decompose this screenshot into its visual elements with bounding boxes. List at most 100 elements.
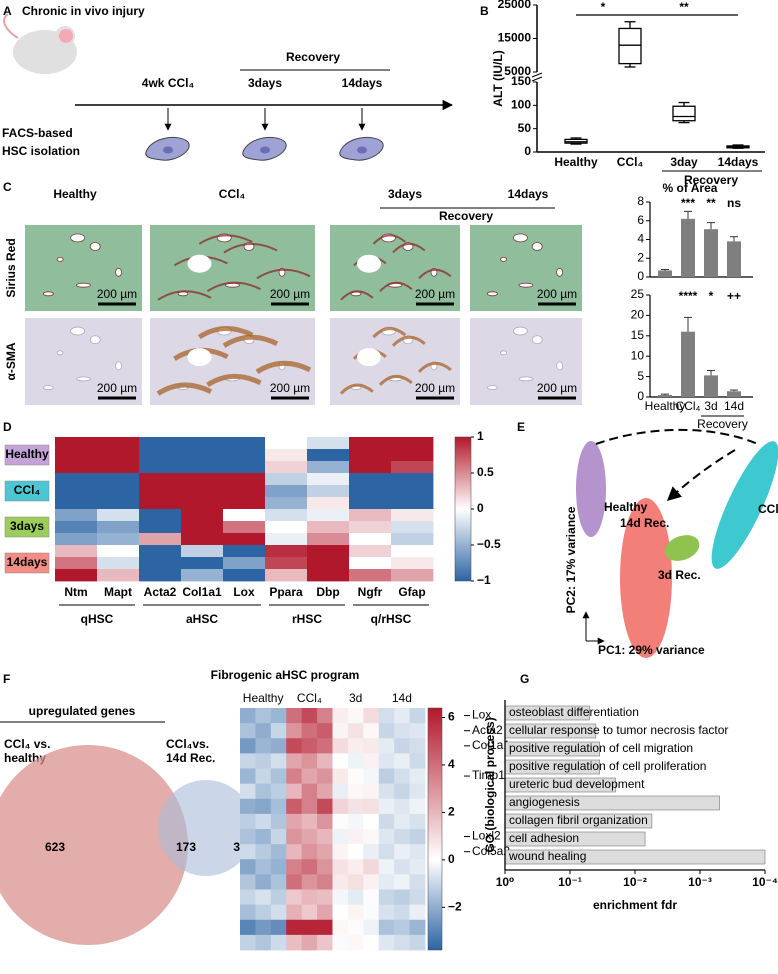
heatmap-cell	[240, 904, 256, 921]
heatmap-cell	[394, 708, 410, 724]
heatmap-cell	[409, 738, 426, 754]
timeline-label: Recovery	[286, 50, 340, 64]
heatmap-cell	[363, 723, 380, 739]
heatmap-cell	[391, 497, 434, 510]
venn-count: 173	[176, 840, 196, 854]
vessel	[531, 335, 543, 345]
heatmap-cell	[394, 813, 410, 830]
heatmap-cell	[332, 859, 349, 875]
cluster-label: Healthy	[604, 500, 648, 514]
significance: ++	[727, 289, 741, 303]
x-tick-label: 3day	[670, 155, 698, 169]
heatmap-cell	[240, 723, 256, 739]
vessel	[43, 385, 54, 391]
heatmap-cell	[378, 708, 395, 724]
heatmap-cell	[139, 497, 182, 510]
heatmap-cell	[349, 569, 392, 582]
heatmap-cell	[332, 829, 349, 845]
heatmap-cell	[270, 738, 287, 754]
heatmap-cell	[240, 753, 256, 769]
venn-set-label: CCl₄ vs.	[4, 737, 50, 751]
lumen	[187, 254, 212, 273]
vessel	[76, 376, 91, 382]
significance: **	[679, 0, 689, 14]
panel-letter: B	[480, 4, 489, 18]
bar-label: cell adhesion	[509, 831, 579, 845]
y-tick-label: 6	[637, 213, 644, 227]
heatmap-cell	[240, 813, 256, 830]
vessel	[556, 361, 563, 371]
heatmap-cell	[317, 859, 333, 875]
heatmap-cell	[255, 708, 272, 724]
heatmap-cell	[317, 768, 333, 785]
heatmap-cell	[363, 904, 380, 921]
heatmap-cell	[347, 723, 364, 739]
heatmap-cell	[409, 904, 426, 921]
panel-letter: E	[517, 420, 525, 434]
heatmap-cell	[332, 934, 349, 951]
vessel	[518, 376, 534, 382]
heatmap-cell	[349, 533, 392, 546]
vessel	[486, 291, 498, 297]
heatmap-cell	[363, 753, 380, 769]
y-tick-label: 15000	[498, 31, 532, 45]
timeline-label: 4wk CCl₄	[142, 76, 195, 90]
heatmap-cell	[223, 437, 266, 450]
column-label: Ppara	[269, 585, 303, 599]
row-group-label: Healthy	[5, 447, 49, 461]
heatmap-cell	[349, 545, 392, 558]
x-tick-label: 10⁻¹	[558, 875, 582, 889]
y-tick-label: 8	[637, 194, 644, 208]
heatmap-cell	[332, 874, 349, 890]
column-group-label: Healthy	[243, 691, 284, 705]
heatmap-cell	[347, 813, 364, 830]
heatmap-cell	[139, 545, 182, 558]
y-tick-label: 25000	[498, 0, 532, 11]
cluster-label: 14d Rec.	[620, 516, 669, 530]
y-tick-label: 2	[637, 250, 644, 264]
heatmap-cell	[97, 533, 140, 546]
vessel	[500, 256, 508, 262]
heatmap-cell	[307, 569, 350, 582]
significance: *	[601, 0, 606, 14]
heatmap-cell	[55, 509, 98, 522]
heatmap-cell	[391, 437, 434, 450]
heatmap-cell	[265, 545, 308, 558]
heatmap-cell	[181, 497, 224, 510]
heatmap-cell	[270, 829, 287, 845]
heatmap-cell	[181, 473, 224, 486]
heatmap-cell	[349, 473, 392, 486]
heatmap-cell	[307, 533, 350, 546]
heatmap-cell	[97, 437, 140, 450]
heatmap-cell	[286, 813, 303, 830]
y-tick-label: 10	[631, 348, 645, 362]
colorbar	[427, 707, 443, 951]
heatmap-cell	[307, 509, 350, 522]
heatmap-cell	[394, 934, 410, 951]
heatmap-cell	[347, 783, 364, 800]
heatmap-cell	[347, 889, 364, 906]
heatmap-cell	[301, 934, 318, 951]
axis-label: PC1: 29% variance	[598, 643, 705, 657]
bar	[704, 229, 718, 277]
heatmap-cell	[391, 569, 434, 582]
panel-letter: C	[3, 180, 12, 194]
heatmap-cell	[332, 738, 349, 754]
heatmap-cell	[363, 889, 380, 906]
bar	[704, 375, 718, 397]
heatmap-cell	[363, 768, 380, 785]
row-group-label: CCl₄	[14, 483, 41, 497]
column-group-label: 14d	[392, 691, 412, 705]
heatmap-cell	[301, 889, 318, 906]
y-tick-label: 100	[511, 98, 531, 112]
cluster-label: 3d Rec.	[658, 568, 701, 582]
heatmap-cell	[181, 437, 224, 450]
mouse-ear-inner	[59, 29, 73, 43]
heatmap-cell	[139, 557, 182, 570]
heatmap-cell	[347, 798, 364, 815]
heatmap-cell	[363, 859, 380, 875]
heatmap-cell	[317, 723, 333, 739]
heatmap-cell	[265, 449, 308, 462]
vessel	[115, 267, 122, 277]
bar-label: collagen fibril organization	[509, 813, 648, 827]
